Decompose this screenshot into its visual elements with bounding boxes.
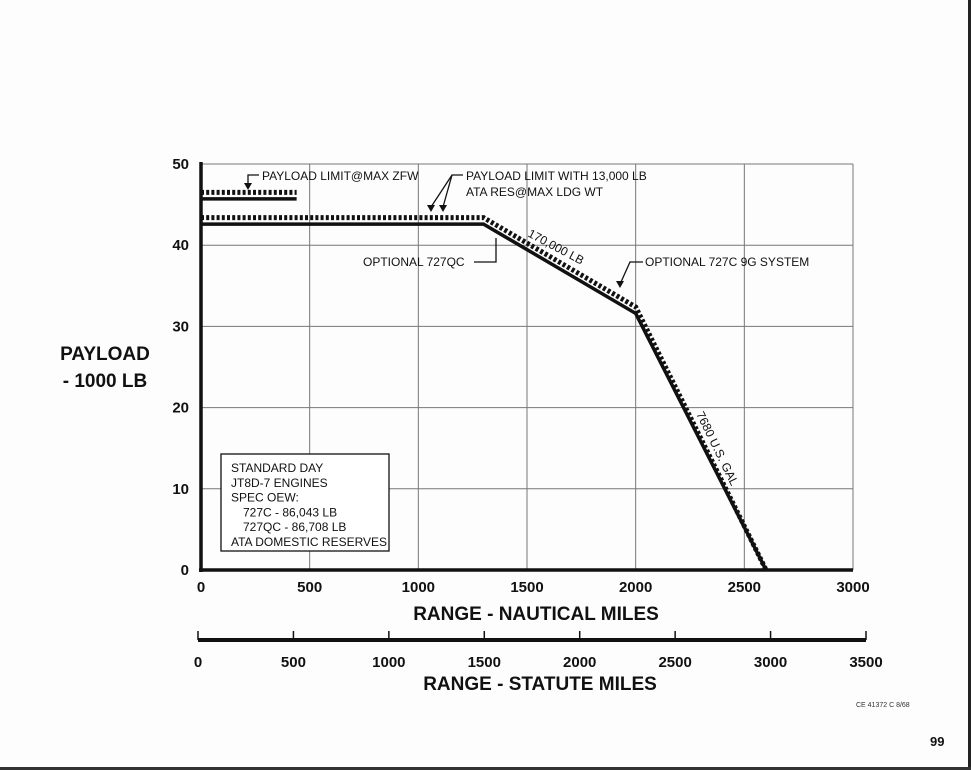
y-tick-label: 50 — [172, 156, 189, 173]
conditions-line: 727QC - 86,708 LB — [243, 520, 346, 534]
x-tick-label: 2500 — [728, 579, 761, 596]
x-tick-label: 0 — [197, 579, 205, 596]
leader-727c-9g — [620, 261, 643, 283]
series-layer — [201, 189, 769, 572]
leader-727qc — [474, 238, 497, 263]
y-tick-label: 30 — [172, 318, 189, 335]
y-tick-label: 40 — [172, 237, 189, 254]
secondary-tick-label: 500 — [281, 654, 306, 671]
y-tick-label: 20 — [172, 400, 189, 417]
secondary-tick-label: 3500 — [849, 654, 882, 671]
x-tick-label: 1000 — [402, 579, 435, 596]
secondary-tick-label: 3000 — [754, 654, 787, 671]
annotation-ldg-limit-line-2: ATA RES@MAX LDG WT — [466, 185, 604, 199]
secondary-tick-label: 0 — [194, 654, 202, 671]
secondary-tick-label: 1500 — [468, 654, 501, 671]
conditions-line: JT8D-7 ENGINES — [231, 476, 328, 490]
annotations: PAYLOAD LIMIT@MAX ZFW PAYLOAD LIMIT WITH … — [220, 169, 809, 552]
conditions-box — [220, 453, 390, 552]
leader-ldg-b — [442, 174, 453, 208]
scan-edge-right — [968, 0, 971, 770]
conditions-line: STANDARD DAY — [231, 461, 323, 475]
arrow-727c-9g — [616, 281, 624, 288]
conditions-line: 727C - 86,043 LB — [243, 505, 337, 519]
y-tick-label: 10 — [172, 481, 189, 498]
arrow-ldg-a — [427, 205, 435, 212]
secondary-x-axis-label: RANGE - STATUTE MILES — [423, 674, 657, 695]
y-tick-label: 0 — [181, 562, 189, 579]
annotation-zfw-limit: PAYLOAD LIMIT@MAX ZFW — [262, 169, 419, 183]
x-axis-label: RANGE - NAUTICAL MILES — [413, 604, 659, 625]
annotation-727c-9g: OPTIONAL 727C 9G SYSTEM — [645, 255, 809, 269]
x-tick-label: 1500 — [510, 579, 543, 596]
conditions-line: SPEC OEW: — [231, 491, 299, 505]
y-axis-label-line-2: - 1000 LB — [63, 371, 147, 392]
leader-zfw — [247, 174, 259, 183]
secondary-tick-label: 2000 — [563, 654, 596, 671]
secondary-tick-label: 1000 — [372, 654, 405, 671]
arrow-zfw — [244, 183, 252, 190]
y-axis-label-line-1: PAYLOAD — [60, 344, 150, 365]
document-code: CE 41372 C 8/68 — [856, 702, 910, 709]
annotation-ldg-limit-line-1: PAYLOAD LIMIT WITH 13,000 LB — [466, 169, 647, 183]
scan-edge-bottom — [0, 767, 971, 770]
x-tick-label: 500 — [297, 579, 322, 596]
arrow-ldg-b — [439, 205, 447, 212]
annotation-weight: 170,000 LB — [526, 226, 587, 267]
grid-lines — [200, 163, 854, 571]
secondary-tick-label: 2500 — [658, 654, 691, 671]
conditions-line: ATA DOMESTIC RESERVES — [231, 535, 387, 549]
page-number: 99 — [930, 734, 944, 749]
series-727c-9g-line — [201, 215, 769, 572]
x-tick-label: 2000 — [619, 579, 652, 596]
x-tick-label: 3000 — [836, 579, 869, 596]
annotation-727qc: OPTIONAL 727QC — [363, 255, 465, 269]
